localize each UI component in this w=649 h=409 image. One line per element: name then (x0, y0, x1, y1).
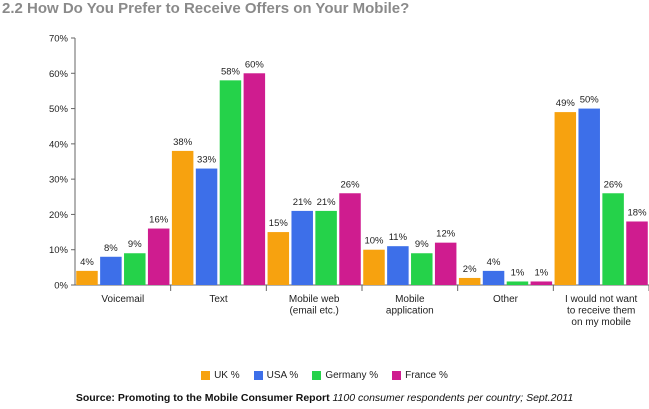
x-category-label: Text (209, 294, 228, 305)
legend-item: UK % (201, 370, 240, 381)
data-label: 58% (221, 66, 241, 77)
data-label: 21% (293, 197, 313, 208)
bar (626, 221, 648, 285)
data-label: 50% (580, 95, 600, 106)
x-category-label: on my mobile (571, 317, 631, 328)
bar (195, 168, 218, 285)
x-category-label: to receive them (567, 306, 635, 317)
x-category-label: Other (493, 294, 519, 305)
bar (482, 270, 505, 285)
x-category-label: Mobile web (289, 294, 340, 305)
legend-item: USA % (253, 370, 299, 381)
bar (578, 108, 600, 285)
legend-swatch (312, 371, 322, 380)
data-label: 4% (487, 257, 501, 268)
legend-swatch (392, 371, 402, 380)
bar (219, 80, 242, 285)
bar (147, 228, 170, 285)
bar (602, 193, 624, 285)
x-category-label: I would not want (565, 294, 637, 305)
chart-legend: UK % USA % Germany % France % (0, 370, 649, 381)
bar (554, 112, 577, 285)
data-label: 12% (436, 229, 456, 240)
bar-chart: 0% 10% 20% 30% 40% 50% 60% 70% 4% 8% 9% 16% Voicemai… (49, 34, 649, 328)
bar (458, 277, 481, 285)
data-label: 9% (415, 239, 429, 250)
bar (363, 249, 385, 285)
data-label: 2% (463, 264, 477, 275)
y-tick-label: 20% (49, 210, 69, 221)
y-tick-label: 0% (54, 281, 68, 292)
x-category-label: application (386, 306, 434, 317)
data-label: 9% (128, 239, 142, 250)
chart-title: 2.2 How Do You Prefer to Receive Offers … (2, 0, 410, 17)
bar (76, 270, 98, 285)
source-detail: 1100 consumer respondents per country; S… (332, 392, 574, 404)
data-label: 33% (197, 155, 217, 166)
legend-swatch (253, 371, 263, 380)
data-label: 11% (389, 232, 408, 243)
x-category-label: Mobile (395, 294, 425, 305)
legend-item: France % (392, 370, 448, 381)
x-category-label: (email etc.) (289, 306, 338, 317)
x-category-label: Voicemail (101, 294, 144, 305)
legend-label: UK % (214, 370, 240, 381)
data-label: 60% (245, 59, 265, 70)
y-tick-label: 30% (49, 175, 69, 186)
y-tick-label: 60% (49, 69, 69, 80)
y-tick-label: 50% (49, 104, 69, 115)
y-tick-label: 70% (49, 34, 69, 45)
data-label: 21% (317, 197, 337, 208)
data-label: 16% (149, 215, 169, 226)
bar (243, 73, 266, 286)
data-label: 49% (556, 98, 576, 109)
bar (171, 150, 194, 285)
y-tick-label: 40% (49, 139, 69, 150)
bar (315, 210, 337, 285)
bar (530, 281, 553, 285)
legend-swatch (201, 371, 211, 380)
bar (411, 253, 433, 285)
bar (267, 232, 290, 285)
bar (339, 193, 361, 285)
data-label: 26% (604, 179, 624, 190)
legend-item: Germany % (312, 370, 378, 381)
bar (100, 256, 122, 285)
bar (387, 246, 409, 285)
data-label: 38% (173, 137, 193, 148)
bar (124, 253, 146, 285)
data-label: 1% (511, 267, 525, 278)
legend-label: Germany % (325, 370, 379, 381)
data-label: 8% (104, 243, 118, 254)
data-label: 10% (364, 236, 384, 247)
data-label: 4% (80, 257, 94, 268)
bar (506, 281, 529, 285)
data-label: 26% (341, 179, 361, 190)
source-title: Source: Promoting to the Mobile Consumer… (75, 392, 330, 404)
source-note: Source: Promoting to the Mobile Consumer… (0, 392, 649, 404)
legend-label: USA % (266, 370, 299, 381)
data-label: 1% (534, 267, 548, 278)
bar (291, 210, 313, 285)
y-tick-label: 10% (49, 245, 69, 256)
legend-label: France % (405, 370, 448, 381)
bar (434, 242, 457, 285)
data-label: 15% (269, 218, 289, 229)
data-label: 18% (628, 207, 648, 218)
